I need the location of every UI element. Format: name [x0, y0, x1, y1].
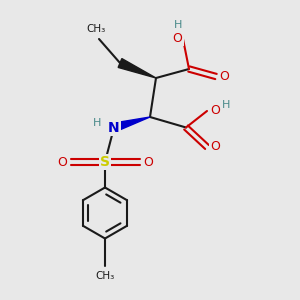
- Text: O: O: [211, 104, 220, 118]
- Text: CH₃: CH₃: [95, 271, 115, 281]
- Text: CH₃: CH₃: [86, 25, 106, 34]
- Text: O: O: [211, 140, 220, 154]
- Text: H: H: [222, 100, 231, 110]
- Text: O: O: [173, 32, 182, 45]
- Text: N: N: [108, 121, 120, 134]
- Text: H: H: [93, 118, 102, 128]
- Polygon shape: [113, 117, 150, 132]
- Text: S: S: [100, 155, 110, 169]
- Polygon shape: [118, 58, 156, 78]
- Text: O: O: [220, 70, 229, 83]
- Text: O: O: [57, 155, 67, 169]
- Text: H: H: [173, 20, 182, 31]
- Text: O: O: [143, 155, 153, 169]
